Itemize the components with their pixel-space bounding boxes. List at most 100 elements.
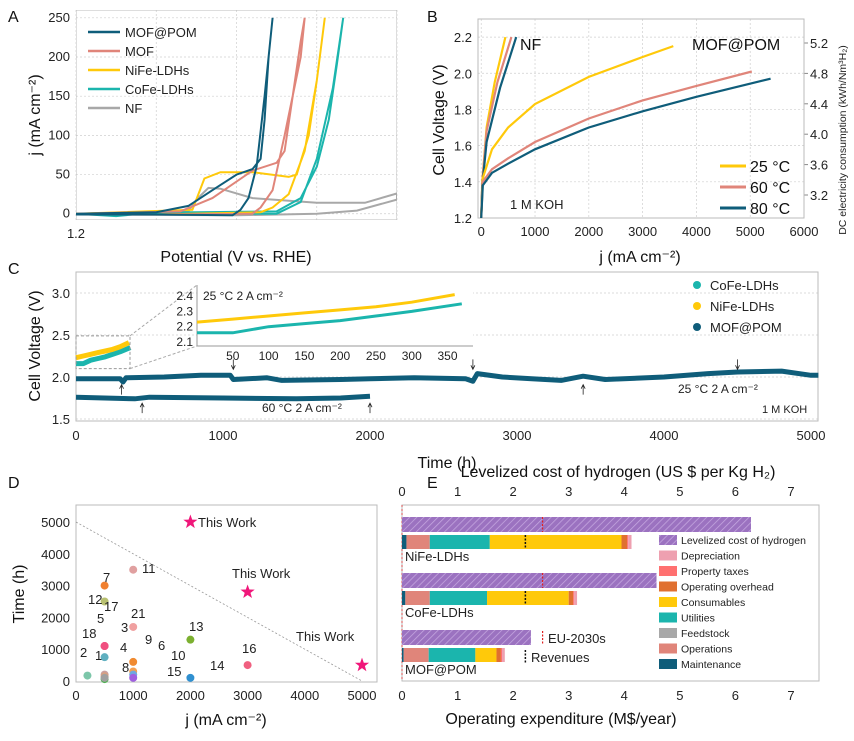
arrow-down-icon — [230, 359, 236, 371]
panel-label: E — [427, 475, 438, 492]
legend-marker — [693, 281, 701, 289]
x-axis-label: j (mA cm⁻²) — [598, 249, 680, 266]
legend-label: Utilities — [681, 613, 715, 625]
legend-label: MOF@POM — [125, 25, 197, 40]
y2-tick-label: 4.0 — [810, 127, 828, 142]
data-point — [186, 673, 195, 682]
data-point — [100, 653, 109, 662]
x-axis-label: Time (h) — [418, 455, 477, 472]
category-label: MOF@POM — [405, 662, 477, 677]
this-work-label: This Work — [198, 515, 257, 530]
x-tick-label: 6 — [732, 688, 739, 703]
cost-segment-utilities — [428, 648, 476, 662]
star-icon — [354, 657, 370, 672]
inset-y-tick-label: 2.1 — [176, 335, 193, 349]
y-axis-label: Cell Voltage (V) — [431, 64, 448, 175]
data-point — [83, 671, 92, 680]
x-tick-label: 6000 — [790, 224, 819, 239]
x-tick-label: 2000 — [574, 224, 603, 239]
cost-segment-operations — [405, 591, 430, 605]
y-axis-label: j (mA cm⁻²) — [27, 74, 44, 156]
inset-x-tick-label: 100 — [259, 349, 279, 363]
y-tick-label: 2.2 — [454, 30, 472, 45]
panel-label: A — [8, 9, 19, 26]
series-line — [480, 77, 771, 219]
cost-segment-property-taxes — [500, 648, 503, 662]
data-point — [129, 657, 138, 666]
legend-label: Feedstock — [681, 628, 730, 640]
legend-label: 80 °C — [750, 201, 790, 218]
x-axis-label: Operating expenditure (M$/year) — [445, 711, 676, 728]
revenues-label: Revenues — [531, 650, 590, 665]
point-label: 13 — [189, 619, 203, 634]
y-tick-label: 4000 — [41, 547, 70, 562]
point-label: 2 — [80, 645, 87, 660]
lcoh-bar — [402, 630, 531, 645]
x-tick-label: 1000 — [521, 224, 550, 239]
series-line — [480, 36, 507, 219]
panel-label: D — [8, 475, 20, 492]
cost-segment-operations — [403, 648, 429, 662]
data-point — [100, 597, 109, 606]
x-tick-label: 7 — [787, 688, 794, 703]
data-point — [100, 673, 109, 682]
x-tick-label: 5 — [676, 688, 683, 703]
inset-axes — [196, 285, 473, 347]
x-tick-label: 5000 — [797, 428, 826, 443]
cost-segment-consumables — [489, 535, 622, 549]
y-tick-label: 0 — [63, 206, 70, 221]
y-tick-label: 3000 — [41, 579, 70, 594]
x-tick-label: 1.4 — [227, 226, 245, 241]
arrow-up-icon — [119, 383, 124, 395]
cost-segment-depreciation — [628, 535, 632, 549]
eu-2030s-label: EU-2030s — [548, 631, 606, 646]
x2-tick-label: 4 — [621, 484, 628, 499]
cost-segment-operating-overhead — [496, 648, 501, 662]
cost-segment-maintenance — [402, 591, 406, 605]
cost-segment-consumables — [487, 591, 569, 605]
y-tick-label: 2.5 — [52, 328, 70, 343]
x-tick-label: 1000 — [119, 688, 148, 703]
point-label: 1 — [95, 648, 102, 663]
panel-label: C — [8, 261, 20, 278]
x-axis-label: j (mA cm⁻²) — [184, 712, 266, 729]
point-label: 11 — [142, 561, 156, 576]
cost-segment-utilities — [429, 535, 490, 549]
y2-tick-label: 4.4 — [810, 97, 828, 112]
inset-x-tick-label: 200 — [330, 349, 350, 363]
cost-segment-consumables — [475, 648, 497, 662]
y2-tick-label: 4.8 — [810, 66, 828, 81]
x-tick-label: 3000 — [628, 224, 657, 239]
x2-tick-label: 3 — [565, 484, 572, 499]
x2-tick-label: 0 — [398, 484, 405, 499]
x-tick-label: 1.3 — [147, 226, 165, 241]
x-tick-label: 1.5 — [308, 226, 326, 241]
legend-swatch — [659, 581, 677, 592]
y-tick-label: 2000 — [41, 610, 70, 625]
point-label: 10 — [171, 648, 185, 663]
x-tick-label: 2000 — [176, 688, 205, 703]
inset-x-tick-label: 50 — [226, 349, 240, 363]
y-tick-label: 150 — [48, 88, 70, 103]
x2-tick-label: 2 — [510, 484, 517, 499]
legend-swatch — [659, 535, 677, 545]
series-line — [480, 45, 674, 219]
legend-label: Depreciation — [681, 551, 740, 563]
cost-segment-operating-overhead — [621, 535, 628, 549]
x-axis-label: Potential (V vs. RHE) — [160, 249, 311, 266]
series-trace — [75, 393, 371, 402]
x2-tick-label: 5 — [676, 484, 683, 499]
inset-y-tick-label: 2.4 — [176, 289, 193, 303]
legend-swatch — [659, 612, 677, 623]
category-label: NiFe-LDHs — [405, 549, 470, 564]
x-tick-label: 4000 — [682, 224, 711, 239]
inset-y-tick-label: 2.2 — [176, 320, 193, 334]
x-tick-label: 5000 — [736, 224, 765, 239]
legend-label: Levelized cost of hydrogen — [681, 535, 806, 547]
legend-label: NF — [125, 101, 142, 116]
legend-label: MOF@POM — [710, 320, 782, 335]
y2-tick-label: 3.6 — [810, 158, 828, 173]
cost-segment-operating-overhead — [568, 591, 574, 605]
y-axis-label: Time (h) — [11, 565, 28, 624]
inset-x-tick-label: 300 — [402, 349, 422, 363]
